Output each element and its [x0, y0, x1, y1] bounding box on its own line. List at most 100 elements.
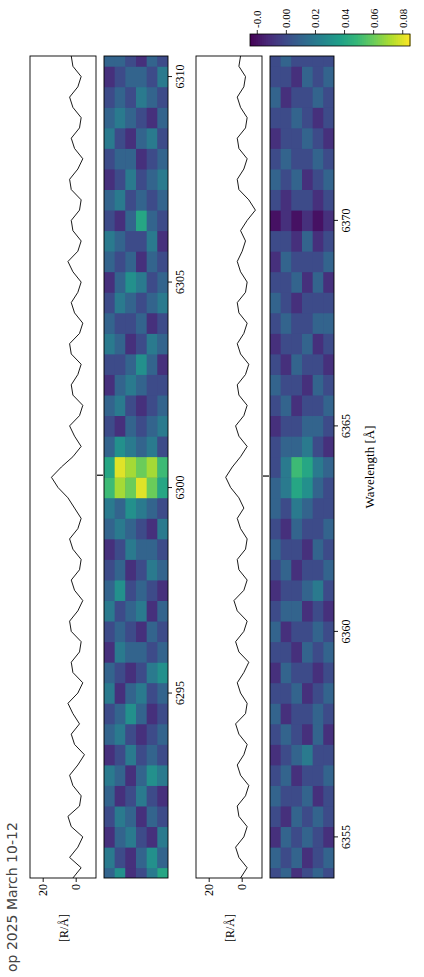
- spectrum-line: [226, 56, 256, 878]
- map-cell: [313, 765, 324, 786]
- map-cell: [281, 477, 292, 498]
- colorbar-tick: [257, 30, 258, 34]
- map-cell: [104, 662, 115, 683]
- map-cell: [125, 601, 136, 622]
- map-cell: [136, 128, 147, 149]
- map-cell: [313, 518, 324, 539]
- map-cell: [313, 457, 324, 478]
- map-cell: [323, 416, 334, 437]
- map-cell: [115, 786, 126, 807]
- map-cell: [115, 539, 126, 560]
- map-cell: [313, 395, 324, 416]
- map-cell: [104, 292, 115, 313]
- tick: [168, 76, 172, 77]
- map-cell: [157, 703, 168, 724]
- axis-title: [R/Å]: [223, 914, 237, 942]
- map-cell: [104, 457, 115, 478]
- map-cell: [125, 621, 136, 642]
- map-cell: [270, 847, 281, 868]
- map-cell: [115, 251, 126, 272]
- map-cell: [136, 868, 147, 878]
- map-cell: [281, 559, 292, 580]
- map-cell: [157, 313, 168, 334]
- map-cell: [157, 498, 168, 519]
- map-cell: [302, 477, 313, 498]
- map-cell: [302, 66, 313, 87]
- map-cell: [291, 128, 302, 149]
- map-cell: [313, 292, 324, 313]
- map-cell: [323, 539, 334, 560]
- map-cell: [147, 56, 158, 67]
- map-cell: [281, 313, 292, 334]
- map-cell: [147, 847, 158, 868]
- map-cell: [147, 827, 158, 848]
- map-cell: [302, 457, 313, 478]
- map-cell: [147, 868, 158, 878]
- map-ground: [104, 56, 168, 878]
- map-cell: [147, 539, 158, 560]
- map-cell: [125, 559, 136, 580]
- map-cell: [147, 210, 158, 231]
- map-cell: [136, 827, 147, 848]
- map-cell: [157, 662, 168, 683]
- map-cell: [157, 827, 168, 848]
- map-cell: [270, 642, 281, 663]
- map-cell: [115, 847, 126, 868]
- map-cell: [115, 107, 126, 128]
- map-cell: [291, 868, 302, 878]
- map-cell: [157, 580, 168, 601]
- map-cell: [125, 292, 136, 313]
- map-cell: [115, 190, 126, 211]
- map-cell: [115, 868, 126, 878]
- map-cell: [125, 436, 136, 457]
- map-cell: [157, 621, 168, 642]
- map-cell: [291, 436, 302, 457]
- map-cell: [147, 231, 158, 252]
- map-cell: [104, 539, 115, 560]
- map-cell: [104, 210, 115, 231]
- map-cell: [115, 210, 126, 231]
- map-cell: [323, 395, 334, 416]
- map-cell: [125, 333, 136, 354]
- map-cell: [313, 786, 324, 807]
- map-cell: [281, 806, 292, 827]
- map-cell: [323, 642, 334, 663]
- map-cell: [270, 416, 281, 437]
- map-ground: [270, 56, 334, 878]
- map-cell: [115, 56, 126, 67]
- map-cell: [147, 786, 158, 807]
- map-cell: [281, 190, 292, 211]
- map-cell: [136, 601, 147, 622]
- map-cell: [125, 457, 136, 478]
- map-cell: [104, 683, 115, 704]
- map-cell: [147, 87, 158, 108]
- map-cell: [281, 354, 292, 375]
- map-cell: [157, 765, 168, 786]
- map-cell: [270, 518, 281, 539]
- map-cell: [281, 518, 292, 539]
- map-cell: [125, 539, 136, 560]
- map-cell: [125, 107, 136, 128]
- axis-title: [R/Å]: [57, 914, 71, 942]
- map-cell: [147, 313, 158, 334]
- map-cell: [302, 518, 313, 539]
- map-cell: [157, 66, 168, 87]
- map-cell: [157, 231, 168, 252]
- panel-frame: [30, 56, 96, 878]
- map-cell: [125, 56, 136, 67]
- map-cell: [323, 477, 334, 498]
- map-cell: [291, 703, 302, 724]
- map-cell: [115, 231, 126, 252]
- map-cell: [104, 231, 115, 252]
- map-cell: [281, 724, 292, 745]
- map-cell: [323, 498, 334, 519]
- map-cell: [302, 580, 313, 601]
- map-cell: [115, 580, 126, 601]
- map-cell: [136, 210, 147, 231]
- map-cell: [313, 621, 324, 642]
- tick: [43, 878, 44, 882]
- map-cell: [157, 457, 168, 478]
- map-cell: [136, 683, 147, 704]
- map-cell: [104, 744, 115, 765]
- map-cell: [115, 66, 126, 87]
